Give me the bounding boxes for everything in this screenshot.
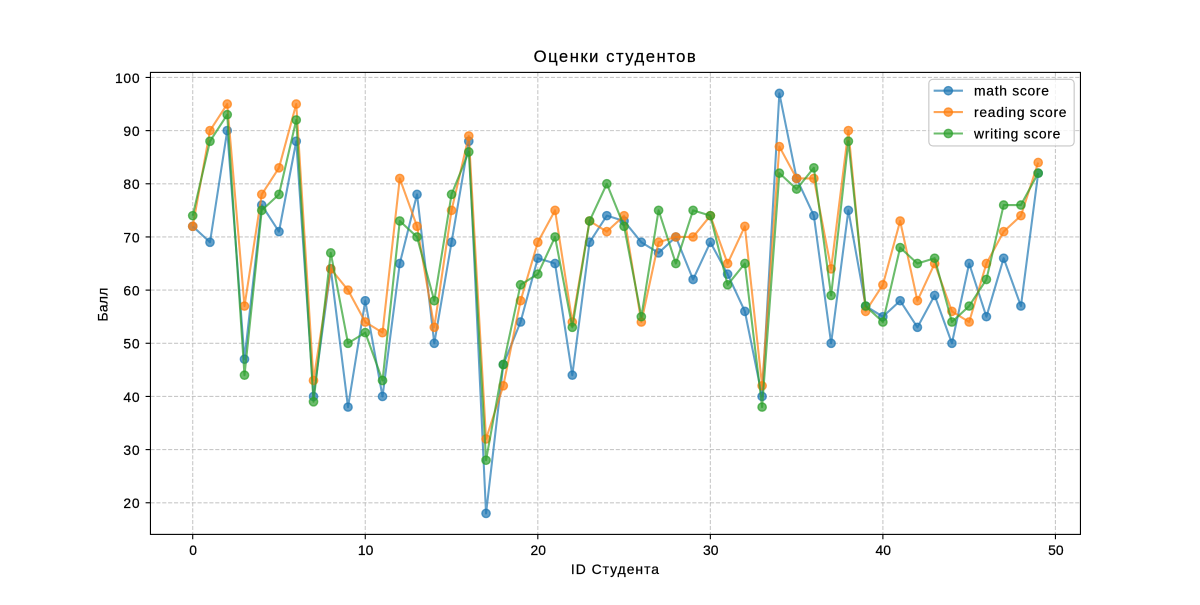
svg-text:90: 90 — [123, 123, 140, 139]
svg-text:80: 80 — [123, 176, 140, 192]
svg-text:30: 30 — [123, 442, 140, 458]
svg-text:reading score: reading score — [974, 104, 1067, 120]
svg-text:Балл: Балл — [94, 287, 110, 321]
svg-text:60: 60 — [123, 283, 140, 299]
svg-text:50: 50 — [1048, 542, 1064, 558]
svg-text:40: 40 — [123, 389, 140, 405]
svg-text:0: 0 — [189, 542, 197, 558]
svg-text:20: 20 — [530, 542, 546, 558]
svg-text:10: 10 — [358, 542, 374, 558]
svg-text:30: 30 — [703, 542, 719, 558]
svg-text:math score: math score — [974, 83, 1050, 99]
svg-text:50: 50 — [123, 336, 140, 352]
svg-text:ID Студента: ID Студента — [571, 561, 660, 577]
svg-text:40: 40 — [876, 542, 892, 558]
svg-text:70: 70 — [123, 229, 140, 245]
svg-text:100: 100 — [115, 70, 140, 86]
svg-text:writing score: writing score — [973, 126, 1061, 142]
svg-text:Оценки студентов: Оценки студентов — [534, 47, 698, 66]
svg-text:20: 20 — [123, 495, 140, 511]
